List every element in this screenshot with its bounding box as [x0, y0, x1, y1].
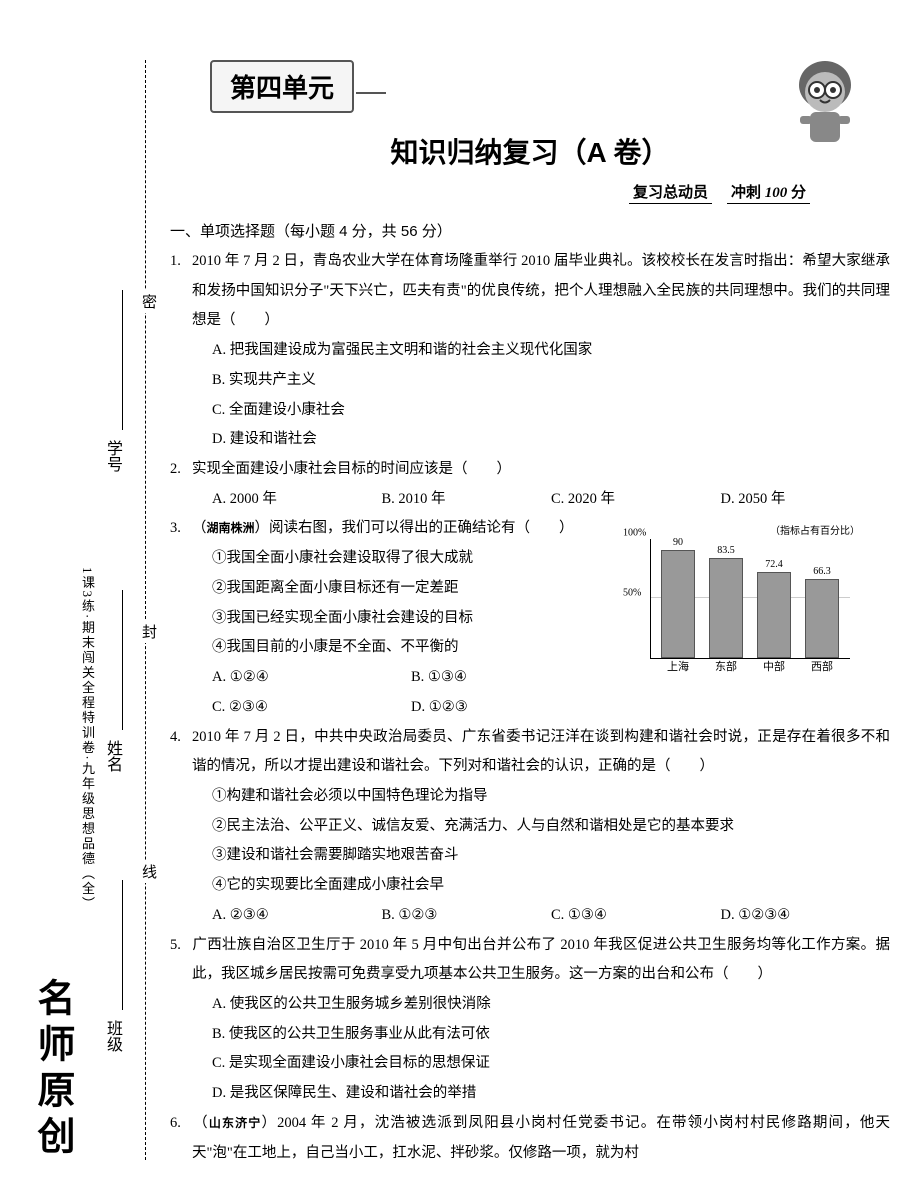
- subtitle-row: 复习总动员 冲刺 100 分: [170, 181, 890, 202]
- q3-opt-a: A. ①②④: [212, 663, 411, 693]
- q1-opt-d: D. 建设和谐社会: [212, 425, 890, 455]
- q3-statements: ①我国全面小康社会建设取得了很大成就 ②我国距离全面小康目标还有一定差距 ③我国…: [170, 544, 610, 663]
- q4-s1: ①构建和谐社会必须以中国特色理论为指导: [212, 782, 890, 812]
- question-2: 2.实现全面建设小康社会目标的时间应该是（ ）: [170, 455, 890, 485]
- subtitle-left: 复习总动员: [629, 185, 712, 204]
- field-class-line: [122, 880, 123, 1010]
- q4-opt-b: B. ①②③: [382, 901, 552, 931]
- q2-options: A. 2000 年 B. 2010 年 C. 2020 年 D. 2050 年: [170, 485, 890, 515]
- field-number-line: [122, 290, 123, 430]
- q3-s3: ③我国已经实现全面小康社会建设的目标: [212, 604, 610, 634]
- section-1-head: 一、单项选择题（每小题 4 分，共 56 分）: [170, 220, 890, 241]
- unit-connector: [356, 92, 386, 94]
- q1-options: A. 把我国建设成为富强民主文明和谐的社会主义现代化国家 B. 实现共产主义 C…: [170, 336, 890, 455]
- header-block: 第四单元 知识归纳复习（A 卷） 复习总动员 冲刺 100 分: [170, 60, 890, 202]
- q3-s1: ①我国全面小康社会建设取得了很大成就: [212, 544, 610, 574]
- q3-options: A. ①②④ B. ①③④ C. ②③④ D. ①②③: [170, 663, 610, 722]
- subtitle-right-c: 分: [791, 185, 806, 201]
- q4-statements: ①构建和谐社会必须以中国特色理论为指导 ②民主法治、公平正义、诚信友爱、充满活力…: [170, 782, 890, 901]
- question-3-wrap: （指标占有百分比） 100%50%90上海83.5东部72.4中部66.3西部 …: [170, 514, 890, 722]
- q5-opt-b: B. 使我区的公共卫生服务事业从此有法可依: [212, 1020, 890, 1050]
- q1-opt-c: C. 全面建设小康社会: [212, 396, 890, 426]
- q3-chart: （指标占有百分比） 100%50%90上海83.5东部72.4中部66.3西部: [650, 522, 860, 677]
- q2-num: 2.: [170, 455, 192, 485]
- subtitle-right-a: 冲刺: [731, 185, 761, 201]
- q3-pb: ）阅读右图，我们可以得出的正确结论有（ ）: [255, 520, 574, 536]
- q4-text: 2010 年 7 月 2 日，中共中央政治局委员、广东省委书记汪洋在谈到构建和谐…: [192, 729, 890, 775]
- q1-text: 2010 年 7 月 2 日，青岛农业大学在体育场隆重举行 2010 届毕业典礼…: [192, 253, 890, 328]
- q4-opt-c: C. ①③④: [551, 901, 721, 931]
- field-name: 姓名: [100, 740, 124, 772]
- mascot-illustration: [780, 50, 870, 160]
- q1-num: 1.: [170, 247, 192, 277]
- seal-bot: 线: [138, 860, 159, 883]
- q4-num: 4.: [170, 723, 192, 753]
- question-5: 5.广西壮族自治区卫生厅于 2010 年 5 月中旬出台并公布了 2010 年我…: [170, 931, 890, 990]
- q1-opt-b: B. 实现共产主义: [212, 366, 890, 396]
- q3-opt-c: C. ②③④: [212, 693, 411, 723]
- q2-opt-b: B. 2010 年: [382, 485, 552, 515]
- q3-pa: （: [192, 520, 207, 536]
- q6-pb: ）2004 年 2 月，沈浩被选派到凤阳县小岗村任党委书记。在带领小岗村村民修路…: [192, 1115, 890, 1161]
- field-class: 班级: [100, 1020, 124, 1052]
- brand-title: 名师原创: [25, 978, 80, 1162]
- q1-opt-a: A. 把我国建设成为富强民主文明和谐的社会主义现代化国家: [212, 336, 890, 366]
- question-3: 3.（湖南株洲）阅读右图，我们可以得出的正确结论有（ ）: [170, 514, 610, 544]
- seal-dashed-line: [145, 60, 146, 1160]
- q4-s2: ②民主法治、公平正义、诚信友爱、充满活力、人与自然和谐相处是它的基本要求: [212, 812, 890, 842]
- q2-opt-d: D. 2050 年: [721, 485, 891, 515]
- unit-box: 第四单元: [210, 60, 354, 113]
- brand-subtitle: 1课3练·期末闯关全程特训卷·九年级思想品德（全）: [78, 567, 97, 912]
- field-name-line: [122, 590, 123, 730]
- q3-s4: ④我国目前的小康是不全面、不平衡的: [212, 633, 610, 663]
- q3-num: 3.: [170, 514, 192, 544]
- q3-opt-b: B. ①③④: [411, 663, 610, 693]
- q5-opt-a: A. 使我区的公共卫生服务城乡差别很快消除: [212, 990, 890, 1020]
- q5-options: A. 使我区的公共卫生服务城乡差别很快消除 B. 使我区的公共卫生服务事业从此有…: [170, 990, 890, 1109]
- q5-num: 5.: [170, 931, 192, 961]
- q4-s4: ④它的实现要比全面建成小康社会早: [212, 871, 890, 901]
- q4-opt-a: A. ②③④: [212, 901, 382, 931]
- q6-num: 6.: [170, 1109, 192, 1139]
- question-4: 4.2010 年 7 月 2 日，中共中央政治局委员、广东省委书记汪洋在谈到构建…: [170, 723, 890, 782]
- seal-mid: 封: [138, 620, 159, 643]
- seal-top: 密: [138, 290, 159, 313]
- q2-text: 实现全面建设小康社会目标的时间应该是（ ）: [192, 461, 511, 477]
- subtitle-right-b: 100: [765, 185, 788, 201]
- q3-src: 湖南株洲: [207, 521, 255, 535]
- question-6: 6.（山东济宁）2004 年 2 月，沈浩被选派到凤阳县小岗村任党委书记。在带领…: [170, 1109, 890, 1168]
- field-number: 学号: [100, 440, 124, 472]
- q4-s3: ③建设和谐社会需要脚踏实地艰苦奋斗: [212, 841, 890, 871]
- q2-opt-c: C. 2020 年: [551, 485, 721, 515]
- q3-chart-title: （指标占有百分比）: [650, 522, 860, 537]
- question-1: 1.2010 年 7 月 2 日，青岛农业大学在体育场隆重举行 2010 届毕业…: [170, 247, 890, 336]
- q6-src: 山东济宁: [209, 1116, 262, 1130]
- subtitle-right: 冲刺 100 分: [727, 185, 810, 204]
- q5-opt-c: C. 是实现全面建设小康社会目标的思想保证: [212, 1049, 890, 1079]
- left-sidebar: 名师原创 1课3练·期末闯关全程特训卷·九年级思想品德（全） 班级 姓名 学号 …: [0, 0, 160, 1192]
- q3-opt-d: D. ①②③: [411, 693, 610, 723]
- q3-s2: ②我国距离全面小康目标还有一定差距: [212, 574, 610, 604]
- q5-opt-d: D. 是我区保障民生、建设和谐社会的举措: [212, 1079, 890, 1109]
- q4-opt-d: D. ①②③④: [721, 901, 891, 931]
- q2-opt-a: A. 2000 年: [212, 485, 382, 515]
- q3-chart-area: 100%50%90上海83.5东部72.4中部66.3西部: [650, 539, 850, 659]
- page-content: 第四单元 知识归纳复习（A 卷） 复习总动员 冲刺 100 分: [170, 60, 890, 1168]
- q6-pa: （: [192, 1115, 209, 1131]
- q5-text: 广西壮族自治区卫生厅于 2010 年 5 月中旬出台并公布了 2010 年我区促…: [192, 937, 890, 983]
- q4-options: A. ②③④ B. ①②③ C. ①③④ D. ①②③④: [170, 901, 890, 931]
